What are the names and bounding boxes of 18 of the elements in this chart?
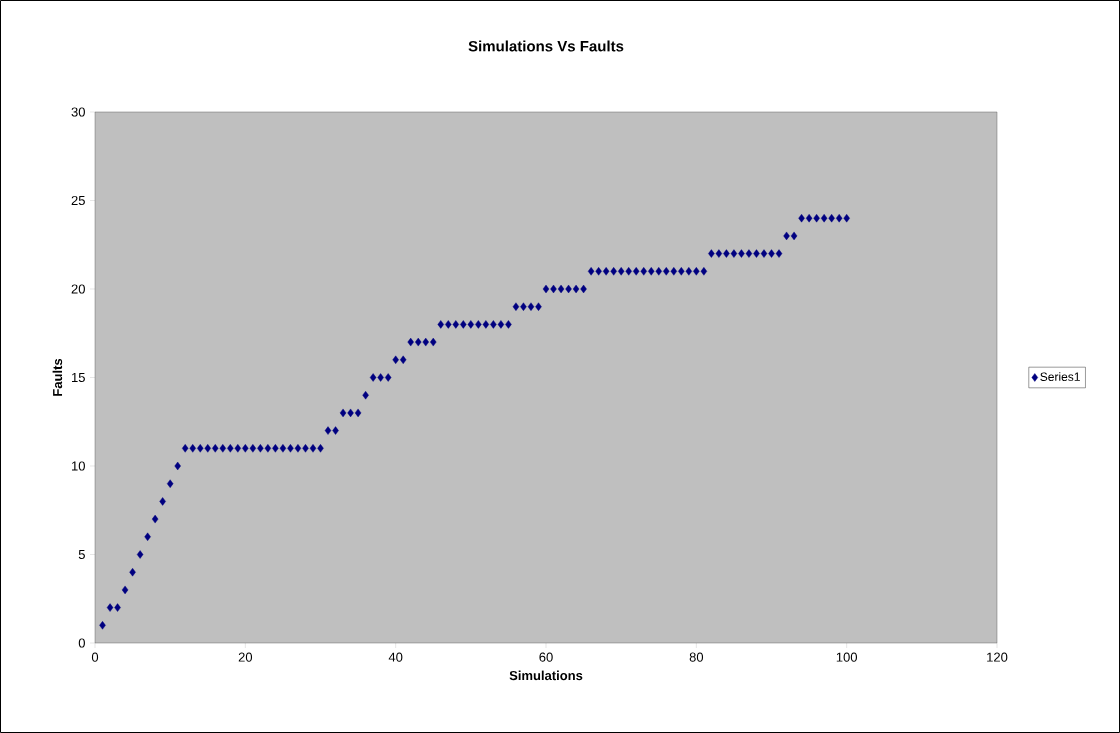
- x-tick-label: 60: [539, 652, 553, 662]
- y-tick-label: 20: [71, 284, 85, 294]
- y-tick-label: 10: [71, 461, 85, 471]
- x-tick-label: 40: [388, 652, 403, 662]
- y-tick-label: 25: [71, 195, 85, 206]
- y-tick-label: 5: [78, 549, 85, 560]
- x-tick-label: 0: [91, 652, 99, 662]
- x-tick-label: 120: [987, 652, 1008, 662]
- x-tick-label: 100: [836, 652, 858, 662]
- legend-label: Series1: [1040, 372, 1080, 381]
- x-axis-title: Simulations: [509, 670, 583, 681]
- y-tick-label: 30: [71, 107, 85, 117]
- x-tick-label: 20: [238, 652, 253, 662]
- x-tick-label: 80: [689, 652, 704, 662]
- y-axis-title: Faults: [52, 358, 63, 396]
- chart-title: Simulations Vs Faults: [468, 40, 624, 52]
- y-tick-label: 0: [78, 638, 85, 648]
- y-tick-label: 15: [71, 372, 85, 383]
